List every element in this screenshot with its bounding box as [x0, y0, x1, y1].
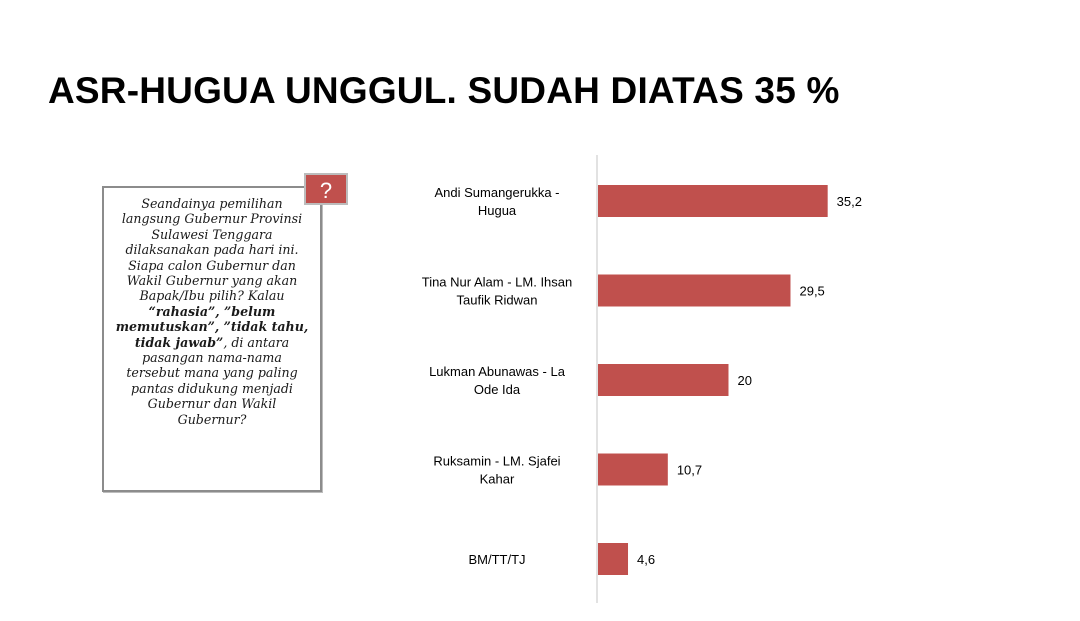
bar [598, 185, 828, 217]
category-label: Andi Sumangerukka -Hugua [434, 185, 559, 218]
category-label: Lukman Abunawas - La Ode Ida [429, 364, 566, 397]
data-label: 4,6 [637, 552, 655, 567]
category-label: Ruksamin - LM. Sjafei Kahar [433, 454, 560, 487]
question-text-before: Seandainya pemilihan langsung Gubernur P… [121, 196, 303, 304]
page-title: ASR-HUGUA UNGGUL. SUDAH DIATAS 35 % [48, 70, 840, 111]
data-label: 20 [738, 373, 752, 388]
bar [598, 543, 629, 575]
bar [598, 274, 791, 307]
question-text-bold: “rahasia”, ”belum memutuskan”, ”tidak ta… [115, 303, 309, 350]
question-mark-icon: ? [304, 173, 348, 205]
data-label: 10,7 [677, 463, 702, 478]
bar [598, 453, 668, 486]
category-label: BM/TT/TJ [468, 552, 525, 567]
category-label: Tina Nur Alam - LM. Ihsan Taufik Ridwan [422, 275, 573, 308]
question-box: Seandainya pemilihan langsung Gubernur P… [102, 186, 322, 492]
bar [598, 364, 729, 396]
data-label: 35,2 [837, 194, 862, 209]
question-text-after: , di antara pasangan nama-nama tersebut … [126, 334, 298, 427]
data-label: 29,5 [799, 284, 824, 299]
